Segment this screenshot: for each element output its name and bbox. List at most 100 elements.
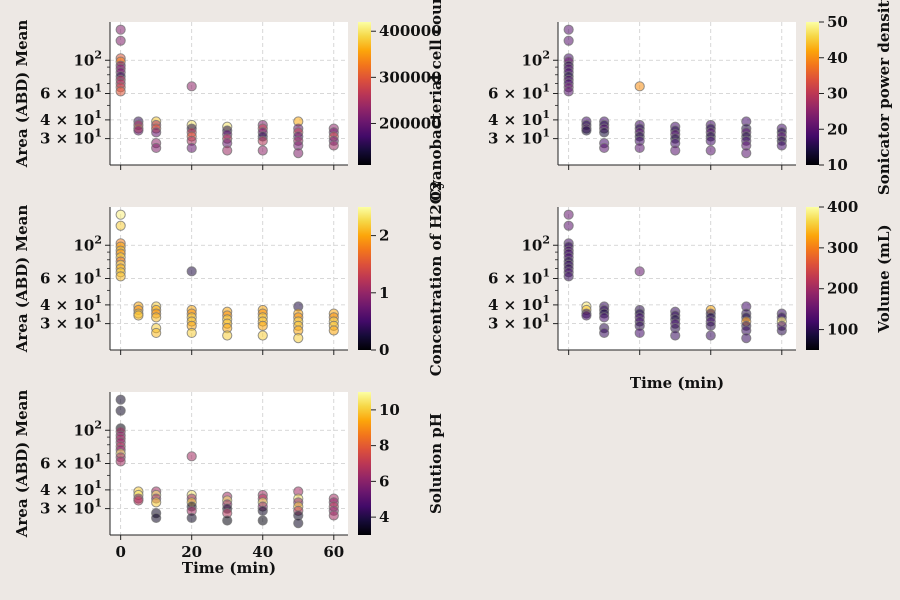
data-point bbox=[581, 310, 592, 321]
x-tick-label: 60 bbox=[323, 543, 344, 561]
data-point bbox=[599, 312, 610, 323]
data-point bbox=[599, 327, 610, 339]
data-point bbox=[133, 495, 144, 506]
data-point bbox=[151, 497, 162, 508]
data-point bbox=[705, 320, 716, 331]
data-point bbox=[115, 394, 126, 405]
y-axis-label: Area (ABD) Mean bbox=[13, 390, 31, 539]
data-point bbox=[776, 325, 787, 336]
data-point bbox=[293, 148, 304, 159]
y-tick-label: 3 × 101 bbox=[488, 312, 550, 333]
data-point bbox=[257, 515, 268, 526]
y-tick-label: 4 × 101 bbox=[40, 293, 102, 314]
colorbar: 10 20 30 40 50 Sonicator power density bbox=[806, 0, 893, 195]
data-point bbox=[115, 456, 126, 467]
data-point bbox=[115, 220, 126, 231]
y-tick-label: 4 × 101 bbox=[488, 108, 550, 129]
colorbar-gradient bbox=[806, 22, 819, 165]
colorbar-tick-label: 50 bbox=[827, 13, 848, 31]
data-point bbox=[599, 127, 610, 138]
y-axis-label: Area (ABD) Mean bbox=[13, 20, 31, 169]
colorbar-label: Volume (mL) bbox=[875, 224, 893, 333]
colorbar-tick-label: 100 bbox=[827, 321, 858, 339]
data-point bbox=[133, 310, 144, 321]
data-point bbox=[115, 209, 126, 220]
data-point bbox=[151, 142, 162, 154]
y-tick-label: 4 × 101 bbox=[40, 478, 102, 499]
colorbar-tick-label: 200000 bbox=[379, 114, 442, 132]
colorbar-label: Concentration of H2O2 bbox=[427, 181, 445, 377]
data-point bbox=[634, 266, 645, 277]
data-point bbox=[599, 142, 610, 154]
y-tick-label: 4 × 101 bbox=[40, 108, 102, 129]
colorbar-tick-label: 1 bbox=[379, 284, 389, 302]
data-point bbox=[741, 333, 752, 344]
colorbar-gradient bbox=[358, 207, 371, 350]
data-point bbox=[634, 81, 645, 92]
data-point bbox=[581, 125, 592, 136]
data-point bbox=[186, 512, 197, 524]
data-point bbox=[115, 271, 126, 282]
colorbar-tick-label: 40 bbox=[827, 49, 848, 67]
colorbar: 100 200 300 400 Volume (mL) bbox=[806, 198, 893, 350]
data-point bbox=[186, 81, 197, 92]
colorbar-tick-label: 300 bbox=[827, 239, 858, 257]
colorbar-gradient bbox=[806, 207, 819, 350]
colorbar-tick-label: 400 bbox=[827, 198, 858, 216]
data-point bbox=[563, 35, 574, 46]
data-point bbox=[133, 125, 144, 136]
colorbar-gradient bbox=[358, 392, 371, 535]
data-point bbox=[634, 142, 645, 154]
colorbar-label: Cyanobacterial cell count bbox=[427, 0, 445, 201]
colorbar-tick-label: 200 bbox=[827, 280, 858, 298]
y-tick-label: 6 × 101 bbox=[40, 267, 102, 288]
data-point bbox=[222, 330, 233, 341]
y-tick-label: 102 bbox=[73, 48, 102, 69]
data-point bbox=[257, 330, 268, 341]
data-point bbox=[670, 145, 681, 156]
data-point bbox=[115, 24, 126, 35]
colorbar-label: Sonicator power density bbox=[875, 0, 893, 195]
colorbar-tick-label: 20 bbox=[827, 120, 848, 138]
colorbar-tick-label: 6 bbox=[379, 472, 389, 490]
colorbar-tick-label: 30 bbox=[827, 85, 848, 103]
data-point bbox=[776, 140, 787, 151]
y-tick-label: 102 bbox=[73, 418, 102, 439]
y-tick-label: 6 × 101 bbox=[40, 82, 102, 103]
colorbar-tick-label: 10 bbox=[827, 156, 848, 174]
y-tick-label: 6 × 101 bbox=[488, 82, 550, 103]
data-point bbox=[186, 451, 197, 462]
colorbar-tick-label: 0 bbox=[379, 341, 389, 359]
data-point bbox=[115, 35, 126, 46]
colorbar-gradient bbox=[358, 22, 371, 165]
data-point bbox=[115, 405, 126, 416]
y-tick-label: 6 × 101 bbox=[488, 267, 550, 288]
data-point bbox=[222, 145, 233, 156]
data-point bbox=[328, 510, 339, 521]
data-point bbox=[257, 135, 268, 146]
data-point bbox=[705, 330, 716, 341]
data-point bbox=[563, 271, 574, 282]
data-point bbox=[257, 145, 268, 156]
data-point bbox=[222, 515, 233, 526]
colorbar-tick-label: 10 bbox=[379, 401, 400, 419]
colorbar-tick-label: 400000 bbox=[379, 22, 442, 40]
y-tick-label: 3 × 101 bbox=[40, 127, 102, 148]
data-point bbox=[151, 312, 162, 323]
data-point bbox=[151, 327, 162, 339]
y-axis-label: Area (ABD) Mean bbox=[13, 205, 31, 354]
data-point bbox=[257, 320, 268, 331]
data-point bbox=[293, 333, 304, 344]
colorbar-tick-label: 8 bbox=[379, 437, 389, 455]
data-point bbox=[293, 518, 304, 529]
y-tick-label: 102 bbox=[521, 48, 550, 69]
x-axis-label: Time (min) bbox=[630, 374, 724, 392]
data-point bbox=[705, 135, 716, 146]
x-axis-label: Time (min) bbox=[182, 559, 276, 577]
y-tick-label: 102 bbox=[521, 233, 550, 254]
